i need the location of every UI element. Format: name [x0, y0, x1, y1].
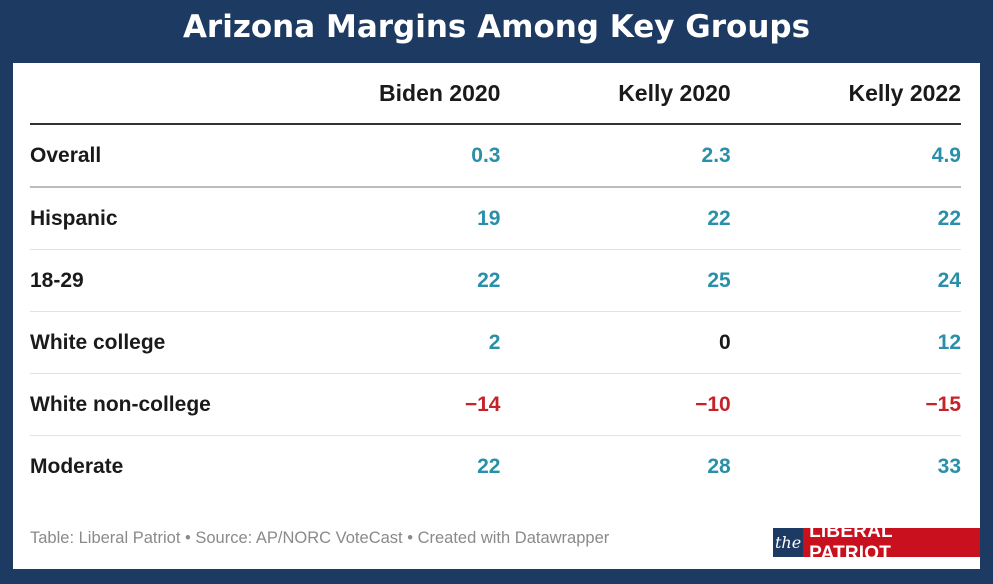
cell-biden-2020: 22 — [270, 249, 501, 312]
source-footer: Table: Liberal Patriot • Source: AP/NORC… — [30, 529, 610, 547]
data-table: Biden 2020 Kelly 2020 Kelly 2022 Overall… — [30, 63, 961, 497]
cell-biden-2020: 19 — [270, 187, 501, 250]
table-row: White non-college −14 −10 −15 — [30, 373, 961, 436]
row-label: White college — [30, 311, 271, 374]
table-row: Hispanic 19 22 22 — [30, 187, 961, 250]
column-header-kelly-2020: Kelly 2020 — [500, 63, 731, 125]
chart-title: Arizona Margins Among Key Groups — [182, 9, 811, 45]
table-row: Moderate 22 28 33 — [30, 436, 961, 498]
cell-kelly-2022: 4.9 — [730, 124, 961, 188]
cell-kelly-2020: 22 — [500, 187, 731, 250]
column-header-kelly-2022: Kelly 2022 — [730, 63, 961, 125]
row-label: 18-29 — [30, 249, 271, 312]
table-row: Overall 0.3 2.3 4.9 — [30, 124, 961, 188]
cell-kelly-2020: 0 — [500, 311, 731, 374]
cell-biden-2020: −14 — [270, 373, 501, 436]
row-label: Moderate — [30, 454, 124, 478]
cell-kelly-2020: 2.3 — [500, 124, 731, 188]
table-panel: Biden 2020 Kelly 2020 Kelly 2022 Overall… — [13, 63, 980, 569]
column-header-biden-2020: Biden 2020 — [270, 63, 501, 125]
cell-kelly-2020: 28 — [707, 454, 731, 478]
cell-kelly-2020: 25 — [500, 249, 731, 312]
cell-kelly-2022: 12 — [730, 311, 961, 374]
cell-biden-2020: 0.3 — [270, 124, 501, 188]
row-label: White non-college — [30, 373, 271, 436]
column-header-group — [30, 63, 271, 125]
cell-biden-2020: 2 — [270, 311, 501, 374]
cell-kelly-2022: 24 — [730, 249, 961, 312]
cell-kelly-2022: 22 — [730, 187, 961, 250]
logo-name: LIBERAL PATRIOT — [803, 521, 980, 564]
table-row: White college 2 0 12 — [30, 311, 961, 374]
liberal-patriot-logo: the LIBERAL PATRIOT — [773, 521, 980, 564]
cell-kelly-2020: −10 — [500, 373, 731, 436]
row-label: Overall — [30, 124, 271, 188]
cell-kelly-2022: 33 — [937, 454, 961, 478]
logo-prefix: the — [773, 528, 804, 557]
table-row: 18-29 22 25 24 — [30, 249, 961, 312]
row-label: Hispanic — [30, 187, 271, 250]
header-row: Biden 2020 Kelly 2020 Kelly 2022 — [30, 63, 961, 125]
table-body: Overall 0.3 2.3 4.9 Hispanic 19 22 22 18-29 22 25 2… — [30, 124, 961, 497]
cell-kelly-2022: −15 — [730, 373, 961, 436]
cell-biden-2020: 22 — [477, 454, 501, 478]
